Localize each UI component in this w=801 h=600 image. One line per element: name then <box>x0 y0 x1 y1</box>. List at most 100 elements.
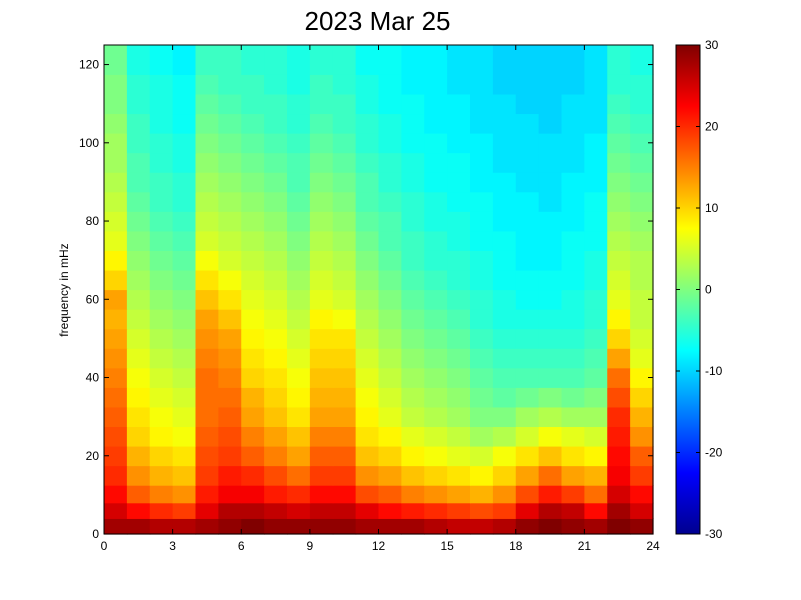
heatmap-cell <box>584 152 608 173</box>
heatmap-cell <box>287 289 311 310</box>
heatmap-cell <box>241 502 265 519</box>
heatmap-cell <box>538 406 563 428</box>
heatmap-cell <box>126 445 151 467</box>
heatmap-cell <box>584 426 608 447</box>
heatmap-cell <box>515 269 540 291</box>
heatmap-cell <box>149 309 174 330</box>
heatmap-cell <box>470 465 494 486</box>
heatmap-cell <box>492 485 517 504</box>
heatmap-cell <box>287 426 311 447</box>
heatmap-cell <box>172 518 197 535</box>
heatmap-cell <box>172 250 197 271</box>
heatmap-cell <box>126 211 151 232</box>
heatmap-cell <box>401 93 425 115</box>
heatmap-cell <box>492 45 517 75</box>
heatmap-cell <box>378 328 402 349</box>
colorbar-tick-label: 30 <box>705 38 719 52</box>
heatmap-cell <box>355 445 380 467</box>
heatmap-cell <box>378 45 402 75</box>
heatmap-cell <box>195 133 219 154</box>
heatmap-cell <box>470 485 494 504</box>
heatmap-cell <box>309 133 334 154</box>
heatmap-cell <box>309 230 334 251</box>
heatmap-cell <box>470 309 494 330</box>
heatmap-cell <box>607 289 631 310</box>
heatmap-cell <box>332 348 357 369</box>
heatmap-cell <box>561 518 585 535</box>
y-tick-label: 100 <box>79 136 99 150</box>
heatmap-cell <box>470 348 494 369</box>
x-axis: 0 3 6 9 12 15 18 21 24 <box>101 45 660 553</box>
heatmap-cell <box>309 367 334 388</box>
heatmap-cell <box>218 485 242 504</box>
heatmap-cell <box>195 406 219 428</box>
heatmap-cell <box>584 465 608 486</box>
heatmap-cell <box>309 465 334 486</box>
heatmap-cell <box>561 309 585 330</box>
heatmap-cell <box>104 152 128 173</box>
colorbar-ticks: -30 -20 -10 0 10 20 30 <box>676 38 723 541</box>
heatmap-cell <box>126 502 151 519</box>
heatmap-cell <box>149 348 174 369</box>
x-tick-label: 12 <box>372 539 386 553</box>
heatmap-cell <box>584 309 608 330</box>
heatmap-cell <box>264 211 288 232</box>
heatmap-cell <box>630 113 654 134</box>
heatmap-cell <box>515 309 540 330</box>
heatmap-cell <box>355 502 380 519</box>
heatmap-cell <box>126 426 151 447</box>
heatmap-cell <box>241 309 265 330</box>
heatmap-cell <box>287 502 311 519</box>
heatmap-cell <box>470 518 494 535</box>
heatmap-cell <box>401 191 425 212</box>
heatmap-cell <box>630 74 654 95</box>
heatmap-cell <box>149 152 174 173</box>
heatmap-cell <box>538 93 563 115</box>
heatmap-cell <box>538 289 563 310</box>
x-tick-label: 18 <box>509 539 523 553</box>
heatmap-cell <box>401 518 425 535</box>
heatmap-cell <box>424 406 448 428</box>
heatmap-cell <box>447 328 471 349</box>
heatmap-cell <box>172 269 197 291</box>
heatmap-cell <box>424 172 448 193</box>
heatmap-cell <box>515 250 540 271</box>
heatmap-cell <box>104 518 128 535</box>
heatmap-cell <box>287 211 311 232</box>
heatmap-cell <box>126 289 151 310</box>
heatmap-cell <box>287 93 311 115</box>
heatmap-cell <box>287 485 311 504</box>
heatmap-cell <box>378 426 402 447</box>
heatmap-cell <box>309 502 334 519</box>
heatmap-cell <box>492 93 517 115</box>
heatmap-cell <box>149 387 174 408</box>
heatmap-cell <box>355 269 380 291</box>
heatmap-cell <box>584 93 608 115</box>
heatmap-cell <box>126 152 151 173</box>
heatmap-cell <box>515 348 540 369</box>
heatmap-cell <box>218 74 242 95</box>
heatmap-cell <box>172 133 197 154</box>
heatmap-cell <box>470 289 494 310</box>
heatmap-cell <box>470 191 494 212</box>
heatmap-cell <box>630 93 654 115</box>
x-tick-label: 9 <box>307 539 314 553</box>
heatmap-cell <box>584 133 608 154</box>
heatmap-cell <box>218 230 242 251</box>
heatmap-cell <box>287 172 311 193</box>
heatmap-cell <box>104 426 128 447</box>
heatmap-cell <box>264 113 288 134</box>
heatmap-cell <box>561 348 585 369</box>
heatmap-cell <box>149 502 174 519</box>
heatmap-cell <box>309 387 334 408</box>
heatmap-cell <box>378 309 402 330</box>
heatmap-cell <box>561 289 585 310</box>
heatmap-cell <box>218 269 242 291</box>
heatmap-cell <box>515 518 540 535</box>
heatmap-cell <box>378 502 402 519</box>
heatmap-cell <box>401 133 425 154</box>
heatmap-cell <box>355 406 380 428</box>
heatmap-cell <box>149 250 174 271</box>
heatmap-cell <box>538 152 563 173</box>
heatmap-cell <box>630 152 654 173</box>
